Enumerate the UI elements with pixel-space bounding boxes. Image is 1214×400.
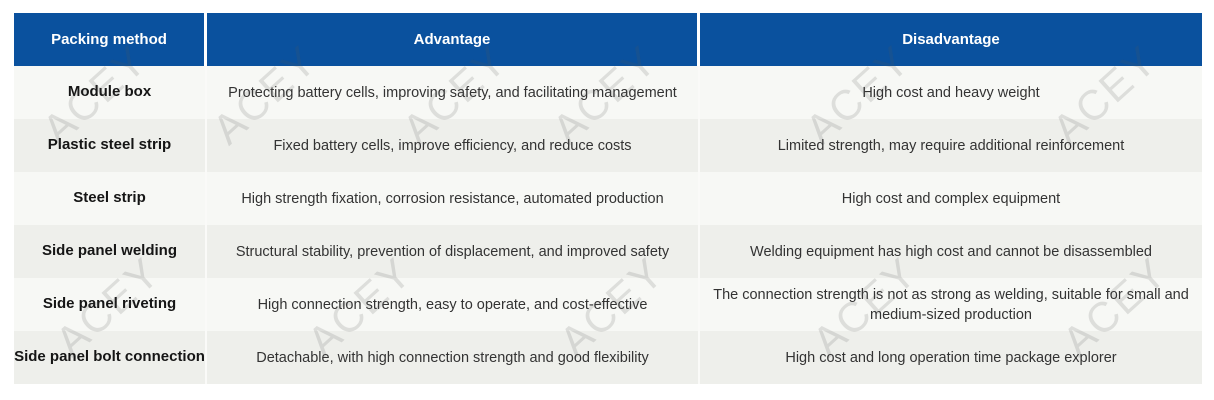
advantage-cell: Fixed battery cells, improve efficiency,… [207,119,700,172]
column-header-disadvantage: Disadvantage [700,13,1202,68]
method-cell-side-panel-bolt-connection: Side panel bolt connection [14,331,207,384]
method-cell-steel-strip: Steel strip [14,172,207,225]
disadvantage-cell: High cost and long operation time packag… [700,331,1202,384]
method-cell-side-panel-welding: Side panel welding [14,225,207,278]
advantage-cell: Detachable, with high connection strengt… [207,331,700,384]
method-cell-plastic-steel-strip: Plastic steel strip [14,119,207,172]
column-header-packing-method: Packing method [14,13,207,68]
method-cell-side-panel-riveting: Side panel riveting [14,278,207,331]
column-header-advantage: Advantage [207,13,700,68]
advantage-cell: Structural stability, prevention of disp… [207,225,700,278]
advantage-cell: High connection strength, easy to operat… [207,278,700,331]
advantage-cell: Protecting battery cells, improving safe… [207,66,700,119]
disadvantage-cell: The connection strength is not as strong… [700,278,1202,331]
method-cell-module-box: Module box [14,66,207,119]
disadvantage-cell: Welding equipment has high cost and cann… [700,225,1202,278]
packing-methods-table: Packing method Advantage Disadvantage Mo… [14,13,1202,384]
disadvantage-cell: High cost and complex equipment [700,172,1202,225]
advantage-cell: High strength fixation, corrosion resist… [207,172,700,225]
disadvantage-cell: High cost and heavy weight [700,66,1202,119]
disadvantage-cell: Limited strength, may require additional… [700,119,1202,172]
